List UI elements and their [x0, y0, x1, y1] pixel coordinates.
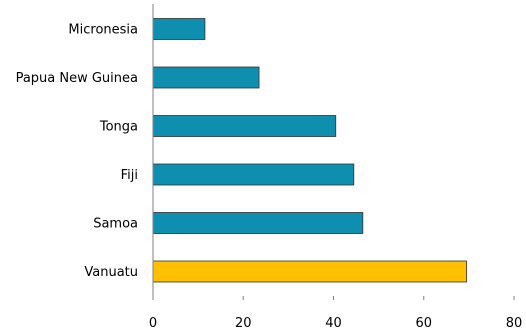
category-label: Micronesia [68, 23, 138, 38]
bar-samoa [152, 212, 364, 234]
x-tick-label: 20 [235, 316, 252, 331]
bar-fiji [152, 163, 355, 186]
bar-micronesia [152, 18, 206, 40]
x-tick-label: 40 [325, 316, 342, 331]
category-label: Papua New Guinea [16, 71, 138, 86]
x-axis-ticks: 0 20 40 60 80 [149, 296, 522, 331]
bar-papua-new-guinea [152, 66, 260, 89]
x-tick-label: 60 [415, 316, 432, 331]
category-label: Tonga [99, 120, 138, 135]
category-label: Vanuatu [84, 265, 138, 280]
category-label: Samoa [93, 217, 138, 232]
x-tick-label: 0 [149, 316, 157, 331]
category-label: Fiji [121, 168, 138, 183]
bar-vanuatu [152, 260, 468, 283]
category-labels: Micronesia Papua New Guinea Tonga Fiji Samoa… [16, 23, 138, 281]
bar-tonga [152, 115, 337, 137]
bars-group [152, 18, 468, 283]
x-tick-label: 80 [506, 316, 523, 331]
